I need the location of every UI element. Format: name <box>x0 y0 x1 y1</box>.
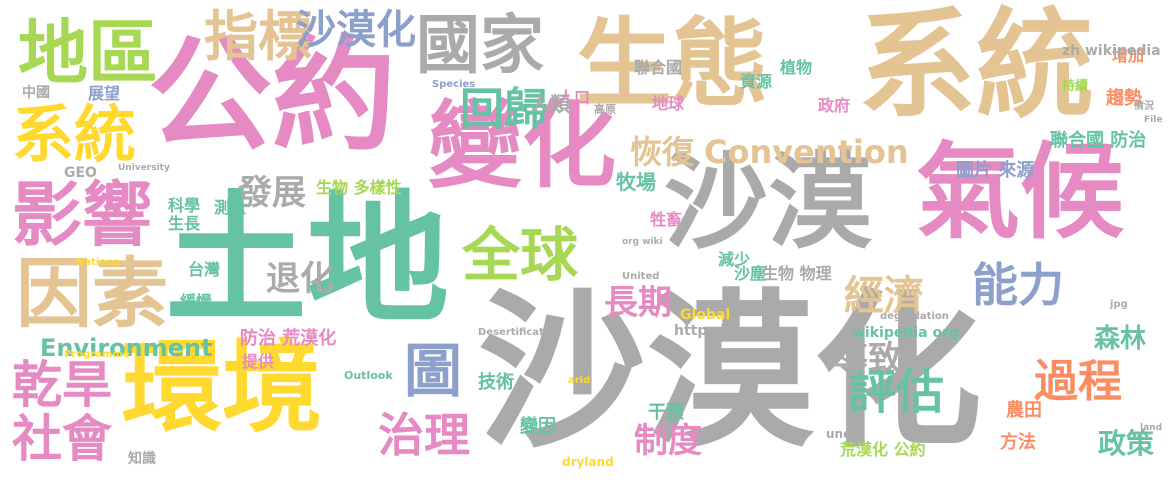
cloud-word: 中國 <box>22 85 50 101</box>
cloud-word: 技術 <box>478 372 514 393</box>
cloud-word: arid <box>568 375 591 386</box>
cloud-word: 社會 <box>12 410 112 468</box>
cloud-word: GEO <box>64 165 97 181</box>
cloud-word: 農田 <box>1006 400 1042 421</box>
cloud-word: 知識 <box>128 451 156 467</box>
cloud-word: 經濟 <box>844 273 924 319</box>
cloud-word: 導致 <box>834 339 902 379</box>
cloud-word: 減少 <box>718 250 751 269</box>
cloud-word: 情況 <box>1134 101 1154 112</box>
cloud-word: 圖片 來源 <box>956 160 1035 181</box>
cloud-word: 生物 多樣性 <box>316 178 402 197</box>
cloud-word: 影響 <box>12 174 152 256</box>
cloud-word: 植物 <box>780 58 813 77</box>
cloud-word: 森林 <box>1094 324 1147 354</box>
cloud-word: 土地 <box>165 178 449 343</box>
cloud-word: Desertification <box>478 327 562 338</box>
cloud-word: 系統 <box>858 0 1095 134</box>
cloud-word: wikipedia org <box>852 325 960 341</box>
cloud-word: 方法 <box>1000 432 1036 453</box>
cloud-word: 沙塵 <box>734 264 767 283</box>
cloud-word: 政策 <box>1098 427 1155 460</box>
cloud-word: 政府 <box>818 96 851 115</box>
cloud-word: 沙漠化 <box>478 274 982 470</box>
cloud-word: 系統 <box>12 98 137 171</box>
cloud-word: 評估 <box>848 364 945 420</box>
cloud-word: 持續 <box>1062 79 1089 94</box>
cloud-word: 增加 <box>1112 46 1145 65</box>
cloud-word: 人類 <box>530 92 570 116</box>
cloud-word: 回歸 <box>460 84 548 135</box>
cloud-word: 聯合國 防治 <box>1050 130 1147 151</box>
cloud-word: 生物 物理 <box>762 264 832 283</box>
cloud-word: 生態 <box>576 8 768 120</box>
cloud-word: http zh <box>674 323 731 339</box>
cloud-word: 過程 <box>1034 356 1122 407</box>
cloud-word: 人口 <box>558 88 591 107</box>
cloud-word: Global <box>680 307 731 323</box>
cloud-word: zh wikipedia <box>1062 43 1161 59</box>
cloud-word: 指標 <box>204 5 312 68</box>
cloud-word: 退化 <box>266 259 334 299</box>
cloud-word: 沙漠 <box>664 141 873 263</box>
cloud-word: Environment <box>40 334 213 362</box>
cloud-word: 發展 <box>238 173 306 213</box>
cloud-word: 提供 <box>242 352 275 371</box>
cloud-word: jpg <box>1110 299 1128 310</box>
cloud-word: unep <box>826 427 860 441</box>
cloud-word: 聯合國 <box>634 58 683 77</box>
cloud-word: 治理 <box>378 408 470 462</box>
cloud-word: 因素 <box>16 249 168 338</box>
cloud-word: 乾旱 <box>12 356 112 414</box>
cloud-word: 國家 <box>416 9 544 83</box>
cloud-word: 環境 <box>122 329 322 446</box>
cloud-word: 牧場 <box>616 170 656 194</box>
cloud-word: 變化 <box>428 92 617 201</box>
cloud-word: 干預 <box>648 402 684 423</box>
cloud-word: 沙漠化 <box>296 7 416 53</box>
cloud-word: 牲畜 <box>650 210 683 229</box>
cloud-word: Species <box>432 79 476 90</box>
cloud-word: 恢復 <box>630 133 695 171</box>
cloud-word: 測量 <box>214 198 247 217</box>
cloud-word: Convention <box>704 133 909 171</box>
cloud-word: land <box>1140 423 1163 433</box>
cloud-word: 氣候 <box>916 131 1125 253</box>
cloud-word: 趨勢 <box>1106 88 1142 109</box>
cloud-word: Nations <box>76 257 120 268</box>
cloud-word: File <box>1144 115 1163 125</box>
cloud-word: dryland <box>562 455 614 469</box>
cloud-word: Programme <box>64 349 130 360</box>
cloud-word: 地區 <box>18 12 158 94</box>
cloud-word: 高原 <box>594 103 616 116</box>
cloud-word: United <box>622 271 660 282</box>
cloud-word: 生長 <box>168 214 201 233</box>
cloud-word: 長期 <box>604 283 672 323</box>
cloud-word: 資源 <box>740 72 773 91</box>
cloud-word: 公約 <box>148 24 397 168</box>
cloud-word: 變因 <box>520 416 556 437</box>
cloud-word: University <box>118 163 170 173</box>
cloud-word: 台灣 <box>188 260 221 279</box>
cloud-word: 全球 <box>462 221 579 289</box>
cloud-word: 緩慢 <box>180 292 213 311</box>
cloud-word: 科學 <box>168 196 201 215</box>
cloud-word: Outlook <box>344 369 393 382</box>
cloud-word: 荒漠化 公約 <box>840 440 926 459</box>
cloud-word: 地球 <box>652 94 685 113</box>
cloud-word: 防治 荒漠化 <box>240 328 337 349</box>
cloud-word: degradation <box>880 311 949 322</box>
cloud-word: 能力 <box>972 258 1064 312</box>
cloud-word: 圖 <box>404 337 463 405</box>
cloud-word: 制度 <box>634 421 702 461</box>
cloud-word: 展望 <box>88 84 121 103</box>
cloud-word: org wiki <box>622 237 663 247</box>
